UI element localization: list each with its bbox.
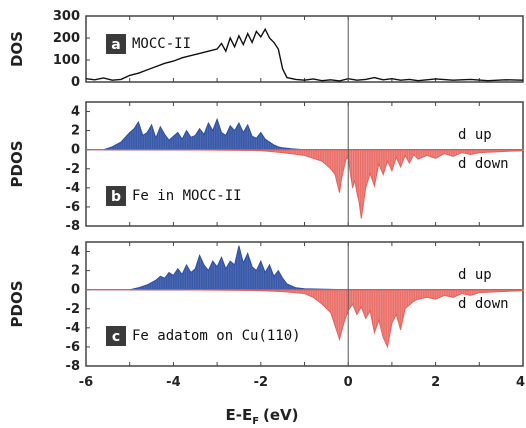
legend-d-up: d up [458, 267, 492, 283]
y-tick-label: -8 [66, 359, 80, 374]
legend-d-up: d up [458, 127, 492, 143]
y-tick-label: 4 [71, 245, 80, 260]
y-tick-label: -6 [66, 200, 80, 215]
panel-annotation: Fe adatom on Cu(110) [132, 328, 301, 344]
y-tick-label: 0 [71, 75, 80, 90]
panel-badge-letter: b [111, 189, 121, 205]
panel-annotation: MOCC-II [132, 36, 191, 52]
panel-b: 4 2 0 -2 -4 -6 -8 PDOS d up d down b Fe in MOCC-II [8, 101, 524, 234]
x-tick-label: -4 [166, 375, 180, 390]
y-tick-label: 100 [53, 53, 80, 68]
x-tick-label: -2 [254, 375, 268, 390]
panel-badge [106, 186, 126, 206]
y-tick-label: -8 [66, 219, 80, 234]
panel-annotation: Fe in MOCC-II [132, 188, 242, 204]
x-tick-label: 2 [431, 375, 440, 390]
y-tick-label: 2 [71, 124, 80, 139]
y-tick-label: 200 [53, 31, 80, 46]
legend-d-down: d down [458, 156, 509, 172]
y-axis-label: PDOS [8, 141, 26, 188]
y-tick-label: -4 [66, 181, 80, 196]
y-tick-label: 0 [71, 143, 80, 158]
y-axis-label: DOS [8, 31, 26, 67]
dos-series-line [85, 27, 524, 82]
y-tick-label: 0 [71, 283, 80, 298]
panel-a: 0 100 200 300 DOS a MOCC-II [8, 9, 524, 90]
y-tick-label: -4 [66, 321, 80, 336]
y-tick-label: 300 [53, 9, 80, 24]
x-axis-label: E-EF (eV) [225, 406, 298, 427]
y-tick-label: -2 [66, 302, 80, 317]
spin-down-area [86, 289, 524, 349]
panel-badge [106, 34, 126, 54]
y-tick-label: 2 [71, 264, 80, 279]
spin-up-area [129, 245, 523, 291]
panel-badge [106, 326, 126, 346]
y-tick-label: 4 [71, 105, 80, 120]
x-tick-label: -6 [79, 375, 93, 390]
x-tick-label: 0 [344, 375, 353, 390]
panel-badge-letter: a [111, 37, 120, 53]
y-tick-label: -6 [66, 340, 80, 355]
y-tick-label: -2 [66, 162, 80, 177]
panel-badge-letter: c [112, 329, 120, 345]
legend-d-down: d down [458, 296, 509, 312]
x-tick-label: 4 [516, 375, 525, 390]
y-axis-label: PDOS [8, 281, 26, 328]
